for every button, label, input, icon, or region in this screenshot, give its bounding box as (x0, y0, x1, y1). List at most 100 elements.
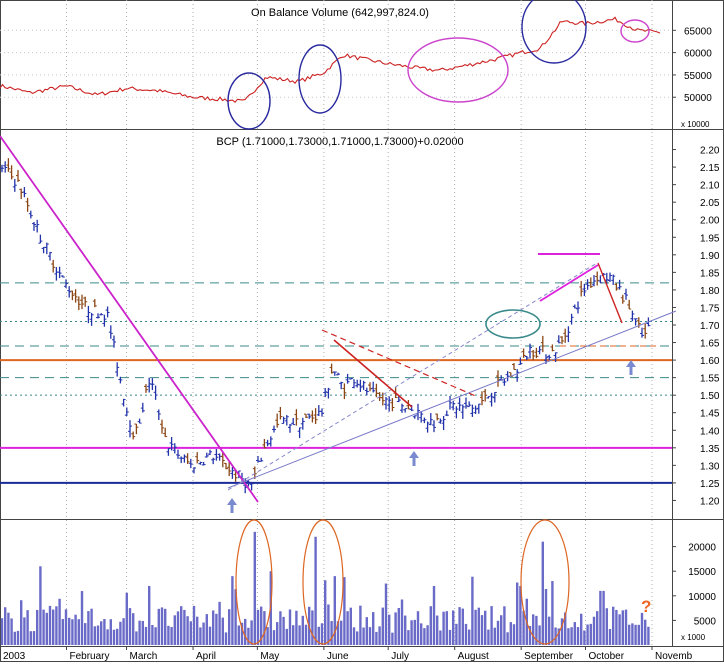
volume-bar (468, 629, 471, 645)
volume-bar (16, 630, 20, 645)
volume-bar (516, 582, 519, 645)
volume-bar (538, 625, 541, 645)
volume-bar (624, 609, 628, 645)
volume-bar (426, 625, 429, 645)
volume-bar (368, 627, 372, 645)
volume-bar (298, 625, 301, 645)
volume-bar (112, 629, 116, 645)
volume-bar (96, 625, 100, 645)
volume-bar (375, 631, 378, 645)
volume-bar (330, 621, 333, 645)
volume-bar (295, 610, 298, 645)
volume-bar (570, 627, 573, 645)
volume-bar (362, 627, 365, 645)
volume-bar (154, 627, 157, 645)
volume-bar (157, 608, 160, 645)
volume-bar (320, 623, 324, 645)
volume-bar (474, 609, 477, 645)
volume-bar (340, 620, 343, 645)
volume-bar (218, 601, 221, 645)
volume-bar (167, 625, 170, 645)
vol-y-tick-label: 5000 (694, 616, 717, 627)
volume-bar (592, 616, 596, 645)
consolidation-ellipse (485, 309, 541, 339)
rising-wedge (539, 264, 599, 302)
volume-bar (477, 607, 480, 645)
volume-bar (394, 612, 397, 645)
volume-bar (148, 585, 151, 645)
x-tick-label: 2003 (3, 651, 26, 662)
volume-bar (68, 617, 71, 645)
obv-y-tick-label: 50000 (684, 93, 712, 104)
volume-bar (4, 607, 7, 645)
price-y-tick-label: 1.65 (700, 339, 720, 350)
volume-bar (144, 626, 148, 645)
volume-bar (256, 609, 260, 645)
x-tick-label: September (524, 651, 574, 662)
x-tick-label: July (391, 651, 409, 662)
channel-lower (333, 339, 413, 408)
obv-highlight-ellipse (298, 44, 342, 114)
price-y-tick-label: 1.75 (700, 303, 720, 314)
volume-bar (628, 624, 631, 645)
volume-bar (93, 626, 96, 645)
volume-bar (23, 617, 26, 645)
volume-bar (391, 632, 394, 645)
volume-bar (205, 614, 208, 645)
obv-scale-note: x 10000 (681, 120, 710, 129)
volume-bar (484, 610, 487, 645)
price-y-tick-label: 1.95 (700, 233, 720, 244)
obv-y-tick-label: 55000 (684, 71, 712, 82)
volume-bar (87, 611, 90, 645)
volume-bar (317, 626, 320, 645)
volume-bar (583, 630, 586, 645)
price-y-tick-label: 1.70 (700, 321, 720, 332)
volume-bar (151, 625, 154, 645)
price-y-tick-label: 1.90 (700, 251, 720, 262)
volume-bar (212, 610, 215, 645)
volume-bar (237, 625, 240, 645)
volume-bar (100, 621, 103, 645)
volume-bar (244, 618, 247, 645)
price-y-tick-label: 1.45 (700, 409, 720, 420)
volume-bar (407, 630, 410, 645)
volume-bar (202, 622, 205, 645)
price-y-tick-label: 2.05 (700, 198, 720, 209)
volume-bar (356, 631, 359, 645)
price-y-tick-label: 1.35 (700, 444, 720, 455)
volume-bar (496, 620, 500, 645)
volume-bar (119, 621, 122, 645)
volume-bar (490, 606, 493, 645)
volume-bar (48, 605, 52, 645)
volume-bar (493, 627, 496, 645)
volume-bar (404, 615, 407, 645)
volume-bar (42, 609, 45, 645)
volume-bar (186, 616, 189, 645)
volume-bar (29, 631, 32, 645)
long-uptrend-line (227, 310, 677, 489)
volume-bar (410, 620, 413, 645)
volume-bar (532, 614, 535, 645)
price-title: BCP (1.71000,1.73000,1.71000,1.73000)+0.… (216, 136, 463, 148)
volume-bar (20, 600, 23, 645)
volume-bar (554, 627, 557, 645)
volume-bar (503, 606, 506, 645)
volume-bar (596, 611, 599, 645)
volume-bar (640, 612, 644, 645)
volume-bar (84, 623, 87, 645)
volume-bar (586, 624, 589, 645)
volume-highlight-ellipse (235, 519, 273, 645)
volume-bar (138, 620, 141, 645)
volume-bar (221, 617, 224, 645)
volume-bar (36, 609, 39, 645)
volume-bar (276, 622, 279, 645)
downtrend-line (0, 135, 259, 503)
volume-bar (64, 609, 68, 645)
volume-bar (192, 605, 196, 645)
volume-bar (272, 630, 276, 645)
volume-bar (464, 623, 468, 645)
volume-bar (461, 608, 464, 645)
volume-bar (196, 616, 199, 645)
volume-bar (234, 589, 237, 645)
